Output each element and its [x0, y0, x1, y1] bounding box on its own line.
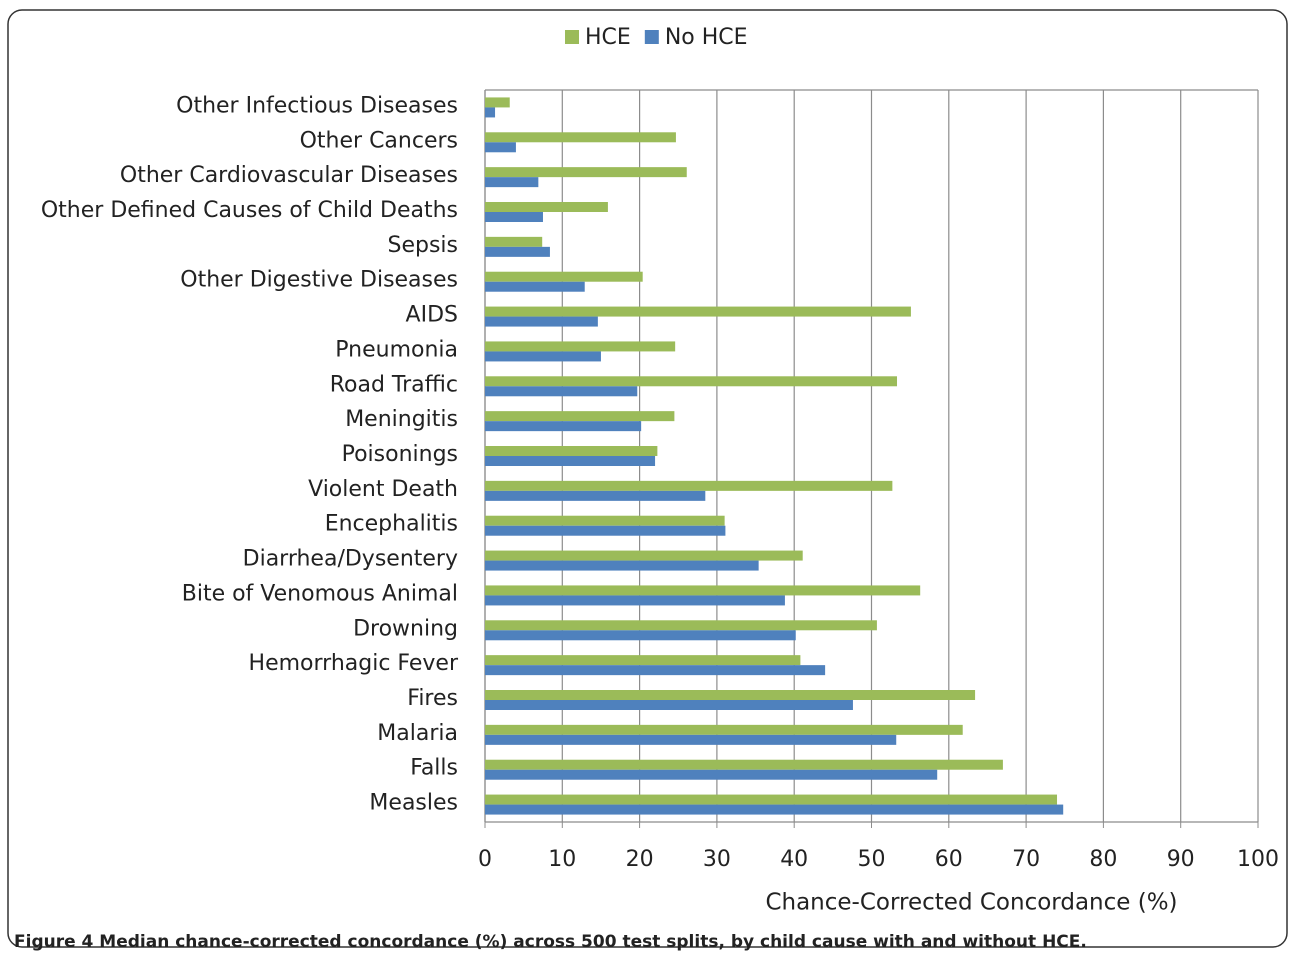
y-tick-label: Poisonings: [342, 442, 458, 467]
x-tick-label: 100: [1237, 847, 1279, 872]
bar: [485, 212, 543, 222]
y-tick-label: Measles: [369, 791, 458, 816]
bar: [485, 316, 598, 327]
x-tick-label: 40: [780, 847, 808, 872]
bar: [485, 630, 796, 641]
x-tick-label: 10: [548, 847, 576, 872]
frame: [7, 9, 1288, 948]
y-tick-label: Pneumonia: [335, 337, 458, 362]
bar: [485, 411, 675, 422]
y-tick-label: Other Cardiovascular Diseases: [120, 163, 458, 188]
y-tick-label: Other Defined Causes of Child Deaths: [41, 198, 458, 223]
bar: [485, 690, 976, 700]
y-tick-label: Bite of Venomous Animal: [182, 581, 458, 606]
bar: [485, 585, 921, 596]
bar: [485, 794, 1058, 805]
x-tick-label: 80: [1089, 847, 1117, 872]
y-tick-label: Malaria: [377, 721, 458, 746]
bar: [485, 620, 877, 631]
legend-label: No HCE: [665, 25, 748, 50]
bar: [485, 700, 853, 710]
y-tick-label: Other Digestive Diseases: [180, 268, 458, 293]
x-tick-label: 0: [478, 847, 492, 872]
bar: [485, 202, 608, 212]
bar: [485, 246, 550, 257]
y-tick-label: Fires: [407, 686, 458, 711]
legend-swatch: [644, 30, 659, 44]
bar: [485, 107, 496, 118]
x-tick-label: 30: [703, 847, 731, 872]
y-tick-label: Hemorrhagic Fever: [249, 651, 459, 676]
bar: [485, 655, 801, 666]
y-tick-label: Falls: [410, 756, 458, 781]
bar: [485, 759, 1003, 770]
x-axis-title: Chance-Corrected Concordance (%): [765, 890, 1177, 916]
y-tick-label: Other Infectious Diseases: [176, 93, 458, 118]
bar: [485, 177, 539, 188]
legend-label: HCE: [585, 25, 631, 50]
caption: Figure 4 Median chance-corrected concord…: [14, 932, 1087, 952]
x-tick-label: 60: [935, 847, 963, 872]
bar: [485, 341, 676, 352]
bar: [485, 281, 585, 292]
x-tick-label: 20: [626, 847, 654, 872]
bar: [485, 724, 963, 735]
bar: [485, 480, 893, 491]
bar: [485, 306, 911, 317]
x-tick-label: 50: [858, 847, 886, 872]
bar: [485, 236, 543, 247]
y-tick-label: Road Traffic: [330, 372, 458, 397]
y-tick-label: Sepsis: [387, 233, 458, 258]
bar: [485, 525, 726, 536]
x-tick-label: 90: [1167, 847, 1195, 872]
y-tick-label: Other Cancers: [300, 128, 458, 153]
bar: [485, 421, 642, 432]
bar: [485, 769, 938, 780]
bar: [485, 167, 687, 178]
bar: [485, 560, 759, 571]
bar: [485, 456, 656, 466]
bar: [485, 550, 803, 561]
y-tick-label: Meningitis: [345, 407, 458, 432]
y-tick-label: Encephalitis: [325, 512, 458, 537]
bar: [485, 351, 601, 362]
x-tick-label: 70: [1012, 847, 1040, 872]
bar: [485, 595, 785, 606]
bar: [485, 734, 897, 745]
y-tick-label: Violent Death: [308, 477, 458, 502]
bar: [485, 271, 643, 282]
bar: [485, 97, 510, 108]
bar: [485, 132, 676, 143]
bar: [485, 490, 706, 501]
y-tick-label: AIDS: [406, 303, 458, 328]
bar: [485, 446, 658, 456]
bar: [485, 376, 898, 387]
bar: [485, 665, 826, 676]
y-tick-label: Drowning: [353, 616, 458, 641]
bar: [485, 386, 638, 397]
legend-swatch: [565, 30, 579, 44]
bar: [485, 515, 725, 526]
y-tick-label: Diarrhea/Dysentery: [243, 547, 458, 572]
bar: [485, 142, 516, 153]
bar: [485, 804, 1064, 815]
